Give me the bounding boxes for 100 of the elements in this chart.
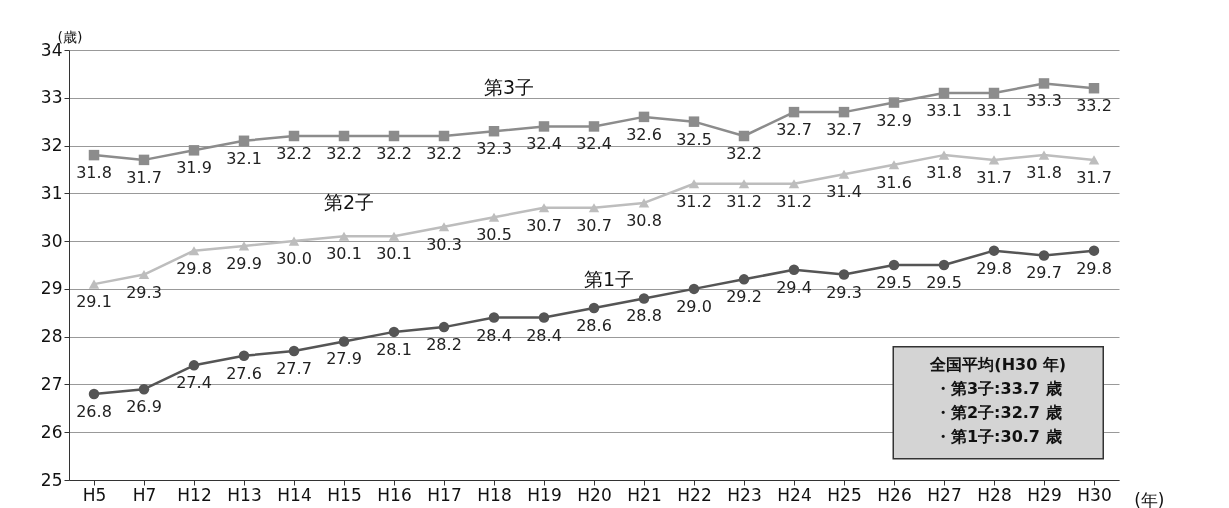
x-axis-title: (年) — [1134, 489, 1165, 508]
point — [438, 321, 450, 333]
point — [1038, 78, 1050, 89]
x-tick-label: H27 — [927, 484, 962, 505]
x-tick-label: H16 — [377, 484, 412, 505]
data-label: 30.0 — [276, 249, 312, 269]
data-label: 32.7 — [826, 120, 862, 140]
data-label: 33.1 — [976, 101, 1012, 120]
data-label: 31.8 — [76, 163, 112, 183]
point — [1038, 250, 1050, 261]
x-tick-label: H21 — [627, 484, 662, 505]
x-tick-label: H15 — [327, 484, 362, 505]
data-label: 31.7 — [126, 167, 162, 187]
point — [838, 106, 850, 118]
data-label: 27.7 — [276, 359, 312, 378]
point — [588, 121, 600, 132]
series-label: 第2子 — [324, 191, 375, 214]
point — [538, 121, 550, 132]
x-tick-label: H22 — [677, 484, 712, 505]
point — [388, 130, 400, 142]
y-tick-label: 31 — [40, 182, 63, 203]
point — [988, 87, 1000, 99]
data-label: 30.1 — [376, 244, 412, 264]
point — [288, 345, 300, 357]
annotation: 全国平均(H30 年) — [929, 354, 1067, 374]
data-label: 27.6 — [226, 363, 262, 383]
point — [138, 383, 150, 395]
data-label: 32.4 — [526, 134, 562, 154]
point — [138, 270, 150, 280]
data-label: 32.2 — [376, 144, 412, 163]
x-tick-label: H20 — [577, 484, 612, 505]
annotation: ・第3子:33.7 歳 — [934, 378, 1062, 398]
point — [738, 274, 750, 285]
point — [188, 145, 200, 156]
data-label: 33.2 — [1076, 96, 1112, 116]
y-tick-label: 26 — [40, 421, 63, 442]
data-label: 32.1 — [226, 148, 262, 168]
point — [88, 388, 100, 400]
data-label: 29.3 — [826, 282, 862, 302]
y-tick-label: 33 — [40, 87, 63, 108]
x-tick-label: H5 — [82, 484, 107, 505]
point — [838, 269, 850, 280]
data-label: 32.7 — [776, 120, 812, 140]
annotation: ・第1子:30.7 歳 — [934, 426, 1062, 446]
x-tick-label: H29 — [1027, 484, 1062, 505]
data-label: 29.7 — [1026, 263, 1062, 283]
data-label: 31.9 — [176, 158, 212, 178]
data-label: 28.8 — [626, 306, 662, 326]
data-label: 32.4 — [576, 134, 612, 154]
y-tick-label: 30 — [40, 230, 63, 251]
data-label: 28.4 — [476, 325, 512, 345]
data-label: 31.8 — [926, 163, 962, 183]
data-label: 29.5 — [926, 273, 962, 292]
x-tick-label: H26 — [877, 484, 912, 505]
data-label: 31.2 — [676, 191, 712, 211]
point — [938, 87, 950, 99]
data-label: 29.9 — [226, 253, 262, 273]
x-tick-label: H25 — [827, 484, 862, 505]
point — [888, 97, 900, 108]
point — [788, 106, 800, 118]
point — [638, 293, 650, 304]
x-tick-label: H24 — [777, 484, 812, 505]
data-label: 29.8 — [1076, 258, 1112, 278]
point — [738, 130, 750, 142]
x-tick-label: H30 — [1077, 484, 1112, 505]
x-tick-label: H17 — [427, 484, 462, 505]
data-label: 32.2 — [326, 144, 362, 163]
point — [988, 155, 1000, 165]
x-tick-label: H28 — [977, 484, 1012, 505]
data-label: 28.4 — [526, 325, 562, 345]
point — [88, 279, 100, 289]
point — [438, 130, 450, 142]
point — [1038, 150, 1050, 160]
data-label: 32.2 — [276, 144, 312, 163]
point — [238, 241, 250, 251]
x-tick-label: H18 — [477, 484, 512, 505]
data-label: 33.1 — [926, 101, 962, 120]
x-tick-label: H7 — [132, 484, 157, 505]
data-label: 31.2 — [776, 191, 812, 211]
point — [488, 212, 500, 222]
point — [188, 246, 200, 256]
point — [288, 130, 300, 142]
data-label: 30.3 — [426, 234, 462, 254]
data-label: 32.3 — [476, 139, 512, 159]
data-label: 29.0 — [676, 296, 712, 316]
data-label: 30.7 — [576, 215, 612, 235]
x-tick-label: H14 — [277, 484, 312, 505]
point — [788, 179, 800, 189]
data-label: 30.5 — [476, 225, 512, 245]
series-label: 第1子 — [584, 267, 635, 290]
point — [738, 179, 750, 189]
point — [588, 203, 600, 213]
point — [488, 125, 500, 137]
data-label: 33.3 — [1026, 91, 1062, 111]
data-label: 31.7 — [1076, 167, 1112, 187]
x-tick-label: H23 — [727, 484, 762, 505]
point — [988, 245, 1000, 256]
point — [88, 149, 100, 161]
data-label: 31.2 — [726, 191, 762, 211]
point — [1088, 82, 1100, 94]
